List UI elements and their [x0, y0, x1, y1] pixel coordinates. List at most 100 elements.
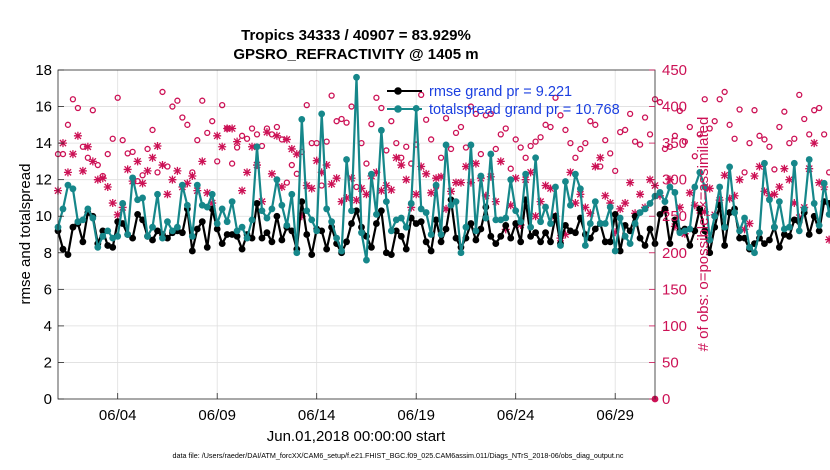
obs-assimilated-point: [785, 175, 794, 184]
obs-possible-point: [457, 123, 465, 131]
obs-assimilated-point: [317, 168, 326, 177]
rmse-point: [64, 251, 72, 259]
obs-possible-point: [194, 137, 201, 144]
obs-possible-point: [94, 161, 101, 169]
obs-assimilated-point: [83, 142, 92, 151]
obs-possible-point: [731, 135, 738, 142]
obs-assimilated-point: [292, 150, 301, 159]
totalspread-point: [104, 227, 112, 235]
rmse-point: [218, 240, 226, 248]
y-axis-right-label: # of obs: o=possible; ×=assimilated: [695, 117, 712, 352]
rmse-point: [815, 227, 823, 235]
rmse-point: [606, 238, 614, 246]
x-tick-label: 06/24: [497, 407, 535, 424]
rmse-point: [492, 240, 500, 248]
obs-assimilated-point: [810, 139, 819, 148]
totalspread-point: [183, 201, 191, 209]
totalspread-point: [591, 198, 599, 206]
totalspread-point: [99, 232, 107, 240]
y-right-tick-label: 450: [662, 62, 687, 79]
totalspread-point: [308, 216, 316, 224]
totalspread-point: [283, 221, 291, 229]
obs-possible-point: [517, 144, 524, 151]
obs-assimilated-point: [422, 169, 431, 178]
obs-assimilated-point: [466, 178, 475, 187]
obs-assimilated-point: [158, 161, 167, 170]
obs-assimilated-point: [357, 184, 366, 193]
rmse-point: [203, 243, 211, 251]
obs-assimilated-point: [168, 175, 177, 184]
obs-possible-point: [791, 135, 798, 142]
rmse-point: [164, 234, 171, 242]
obs-possible-point: [184, 121, 191, 128]
obs-assimilated-point: [143, 166, 152, 175]
totalspread-point: [427, 231, 435, 238]
rmse-point: [527, 232, 535, 240]
rmse-point: [775, 243, 783, 251]
rmse-point: [69, 223, 77, 231]
rmse-point: [198, 218, 206, 226]
obs-assimilated-point: [213, 131, 222, 140]
obs-possible-point: [492, 145, 499, 153]
obs-assimilated-point: [790, 199, 799, 208]
obs-possible-point: [716, 96, 723, 103]
obs-assimilated-point: [287, 144, 296, 153]
obs-possible-point: [711, 118, 718, 125]
obs-possible-point: [617, 128, 624, 136]
totalspread-point: [532, 154, 539, 162]
obs-assimilated-point: [531, 212, 540, 221]
obs-assimilated-point: [362, 190, 371, 199]
obs-possible-point: [219, 101, 226, 109]
y-left-tick-label: 16: [35, 99, 52, 116]
obs-assimilated-point: [337, 197, 346, 206]
obs-possible-point: [368, 120, 375, 128]
rmse-point: [502, 221, 510, 229]
obs-possible-point: [129, 148, 136, 156]
obs-assimilated-point: [715, 196, 724, 205]
totalspread-point: [522, 170, 530, 178]
obs-possible-point: [144, 145, 151, 153]
obs-assimilated-point: [248, 142, 257, 151]
totalspread-point: [686, 225, 694, 233]
totalspread-point: [586, 220, 594, 227]
obs-assimilated-point: [253, 161, 261, 170]
rmse-point: [223, 231, 231, 238]
obs-assimilated-point: [347, 174, 356, 183]
obs-assimilated-point: [93, 175, 102, 184]
totalspread-point: [149, 223, 156, 231]
totalspread-point: [114, 232, 122, 240]
obs-possible-point: [761, 136, 768, 143]
obs-assimilated-point: [700, 207, 709, 216]
totalspread-point: [547, 220, 554, 227]
rmse-point: [696, 205, 704, 213]
obs-possible-point: [363, 160, 370, 167]
obs-possible-point: [587, 118, 594, 125]
totalspread-point: [273, 176, 281, 184]
rmse-point: [343, 238, 350, 246]
rmse-point: [258, 234, 266, 242]
obs-possible-point: [626, 110, 634, 118]
totalspread-point: [805, 156, 813, 163]
obs-possible-point: [825, 169, 830, 176]
obs-assimilated-point: [208, 199, 217, 208]
rmse-point: [154, 227, 161, 235]
totalspread-point: [542, 203, 549, 211]
obs-possible-point: [348, 103, 355, 110]
left-axis: 0 2 4 6 8 10 12 14 16 18: [35, 62, 64, 408]
obs-possible-point: [204, 129, 211, 137]
obs-possible-point: [771, 166, 778, 173]
obs-assimilated-point: [133, 157, 142, 166]
totalspread-point: [606, 203, 614, 211]
axes-frame: [57, 69, 656, 400]
obs-assimilated-point: [447, 187, 456, 196]
obs-possible-point: [741, 169, 748, 176]
obs-possible-point: [343, 119, 350, 126]
obs-assimilated-point: [541, 181, 550, 190]
obs-assimilated-point: [815, 178, 824, 187]
obs-assimilated-point: [297, 212, 306, 221]
totalspread-point: [691, 183, 699, 191]
totalspread-point: [402, 223, 410, 231]
y-right-tick-label: 100: [662, 318, 687, 335]
obs-assimilated-point: [392, 153, 401, 162]
obs-assimilated-point: [267, 169, 276, 178]
